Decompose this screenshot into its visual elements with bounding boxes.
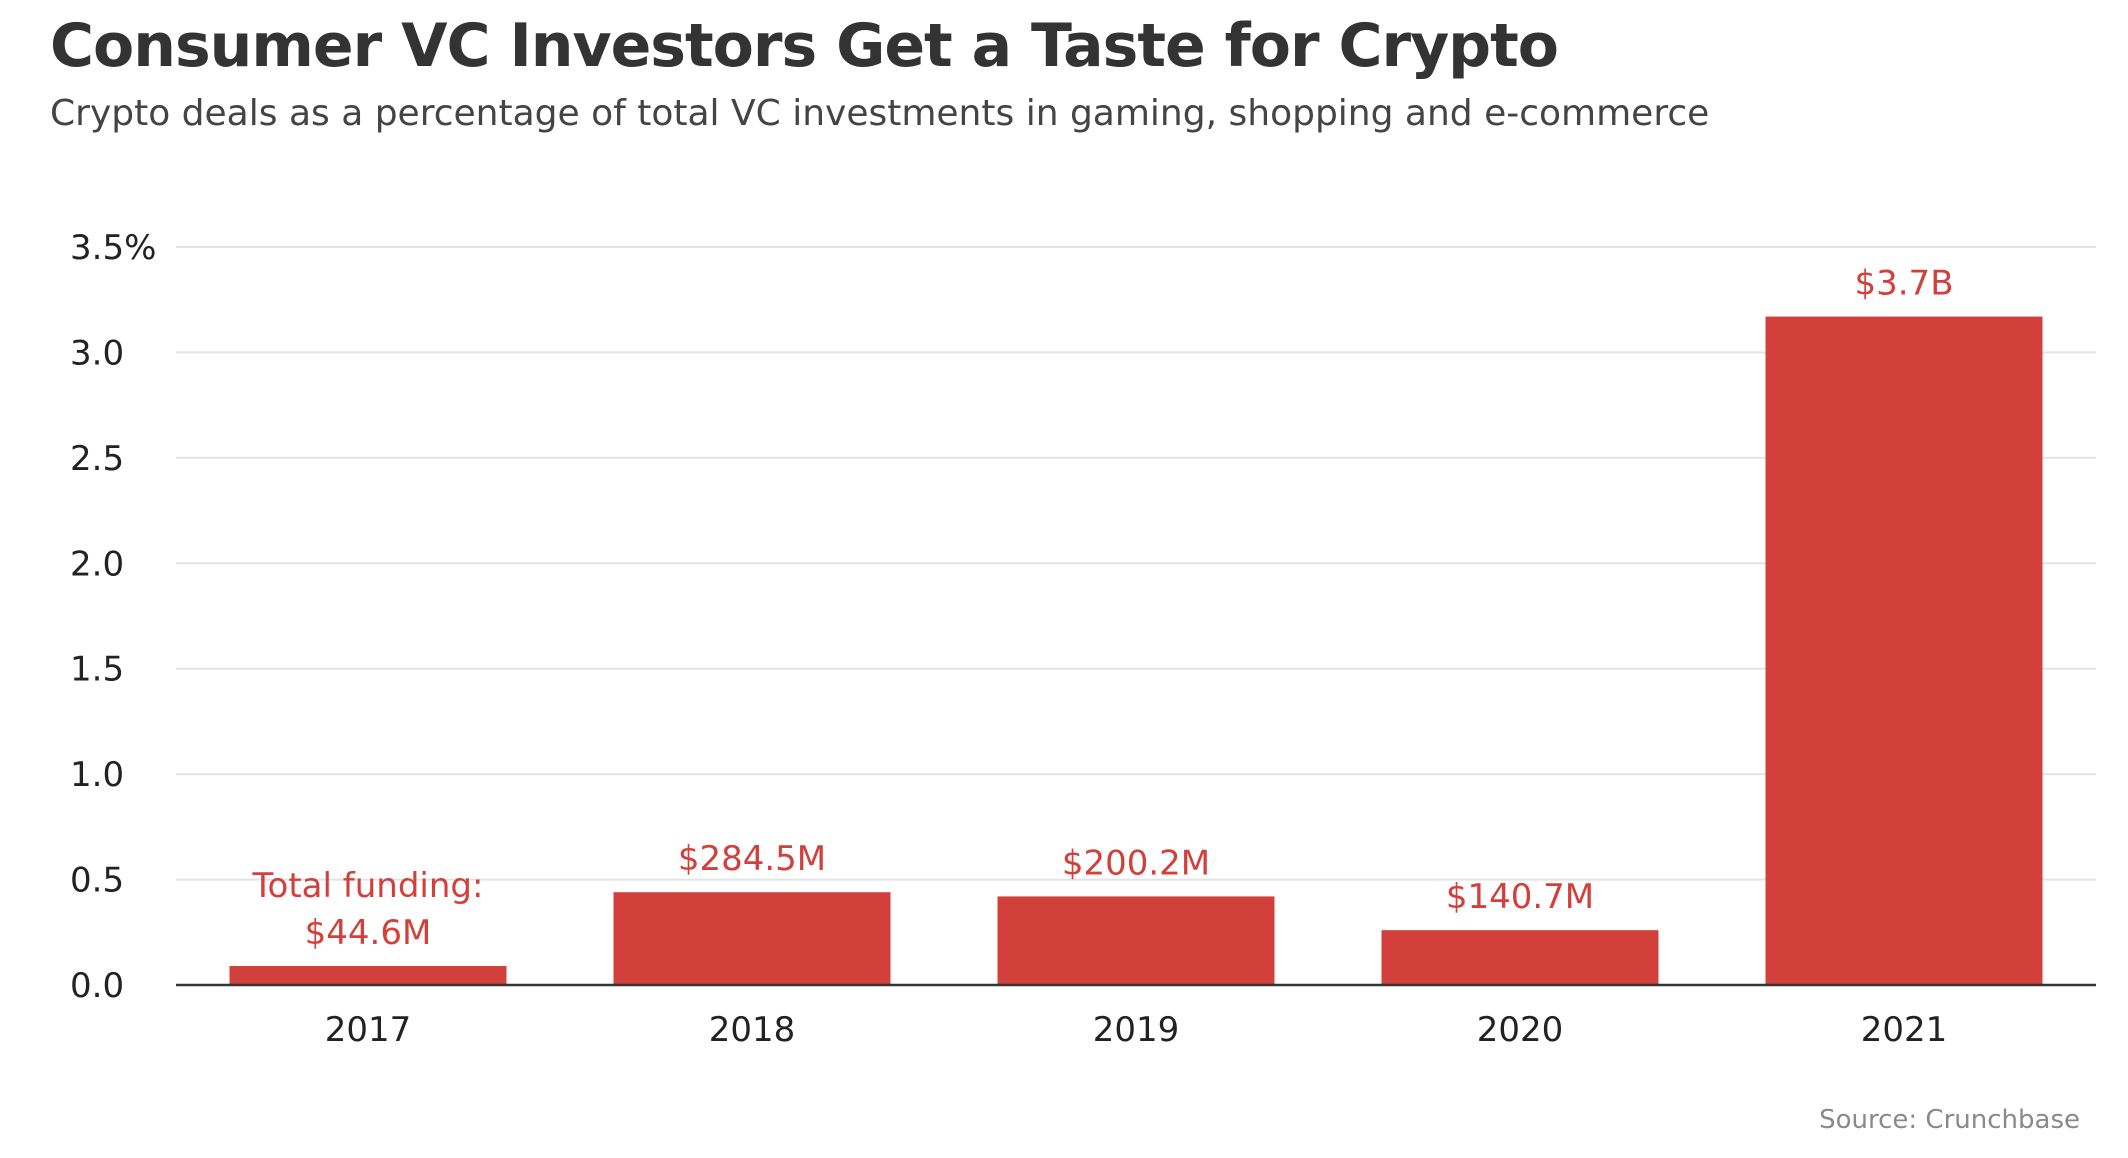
data-label: Total funding: (252, 866, 484, 906)
bar-2018 (613, 892, 891, 985)
y-tick-label: 0.0 (70, 966, 124, 1006)
y-tick-label: 3.0 (70, 333, 124, 373)
bar-2017 (229, 966, 507, 985)
bar-2020 (1381, 930, 1659, 985)
data-labels: Total funding: $44.6M $284.5M $200.2M $140.7… (252, 264, 1954, 953)
data-label: $140.7M (1446, 877, 1594, 917)
chart-subtitle: Crypto deals as a percentage of total VC… (50, 93, 1710, 134)
y-tick-label: 2.0 (70, 544, 124, 584)
bars (229, 316, 2043, 985)
x-tick-label: 2018 (709, 1010, 796, 1050)
y-tick-label: 1.5 (70, 650, 124, 690)
y-tick-label: 0.5 (70, 861, 124, 901)
bar-2019 (997, 896, 1275, 985)
source-note: Source: Crunchbase (1819, 1105, 2080, 1135)
chart-title: Consumer VC Investors Get a Taste for Cr… (50, 11, 1559, 81)
bar-2021 (1765, 316, 2043, 985)
x-tick-label: 2017 (325, 1010, 412, 1050)
data-label: $200.2M (1062, 843, 1210, 883)
data-label: $3.7B (1854, 264, 1953, 304)
x-tick-label: 2020 (1477, 1010, 1564, 1050)
data-label: $44.6M (305, 913, 432, 953)
y-axis-ticks: 0.0 0.5 1.0 1.5 2.0 2.5 3.0 3.5% (70, 228, 156, 1006)
y-tick-label: 3.5% (70, 228, 156, 268)
x-tick-label: 2021 (1861, 1010, 1948, 1050)
data-label: $284.5M (678, 839, 826, 879)
y-tick-label: 2.5 (70, 439, 124, 479)
x-tick-label: 2019 (1093, 1010, 1180, 1050)
x-axis-ticks: 2017 2018 2019 2020 2021 (325, 1010, 1948, 1050)
y-tick-label: 1.0 (70, 755, 124, 795)
